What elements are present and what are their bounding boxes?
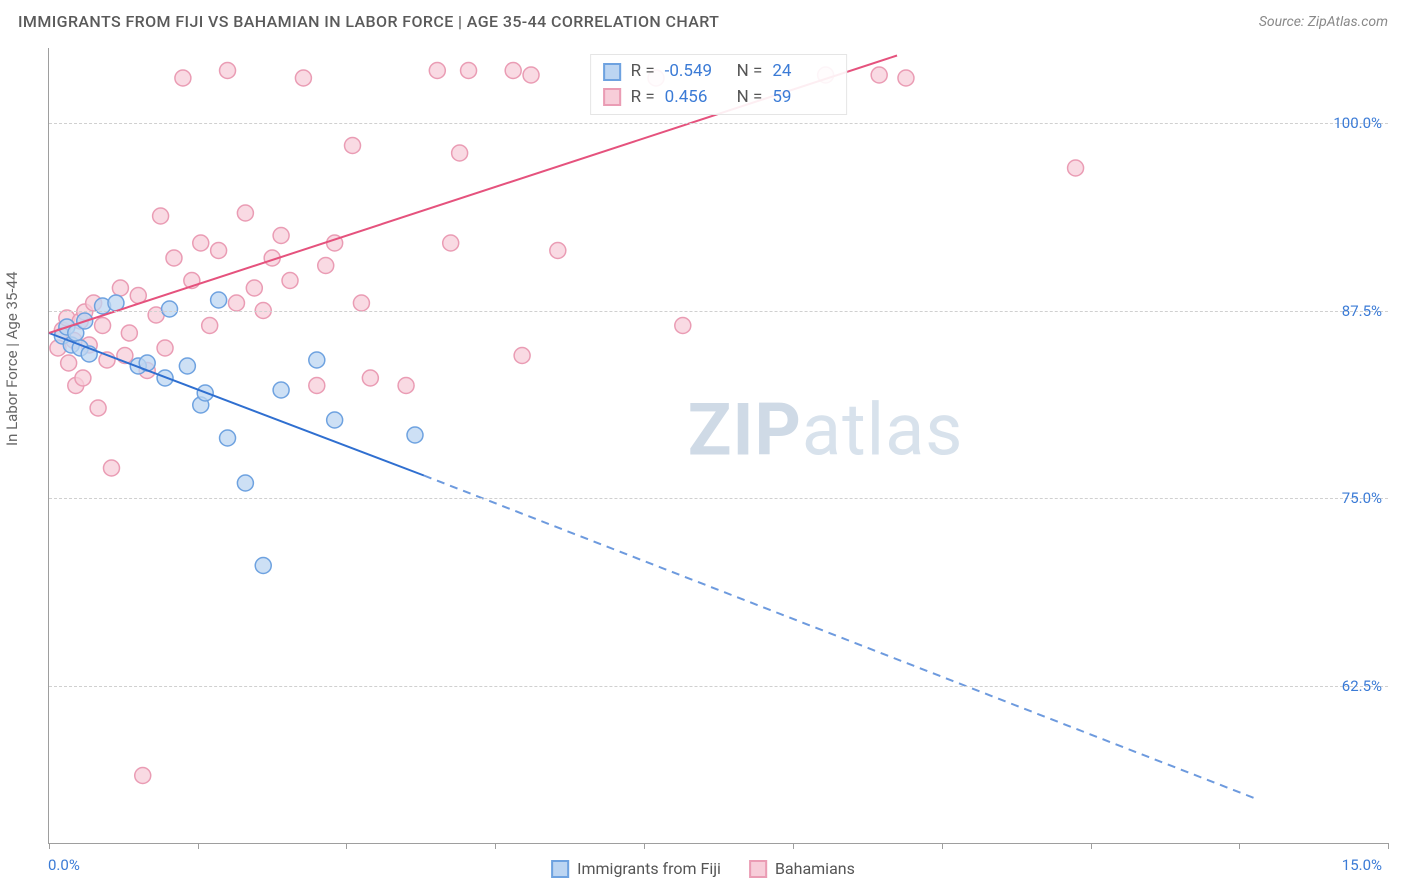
data-point bbox=[273, 228, 289, 244]
data-point bbox=[179, 358, 195, 374]
n-value-bahamians: 59 bbox=[772, 85, 834, 111]
swatch-fiji bbox=[603, 63, 621, 81]
stats-row-bahamians: R = 0.456 N = 59 bbox=[603, 85, 835, 111]
legend-item-bahamians: Bahamians bbox=[749, 859, 855, 878]
data-point bbox=[237, 475, 253, 491]
data-point bbox=[443, 235, 459, 251]
x-tick bbox=[1388, 843, 1389, 849]
data-point bbox=[429, 63, 445, 79]
data-point bbox=[1068, 160, 1084, 176]
x-tick bbox=[793, 843, 794, 849]
data-point bbox=[193, 235, 209, 251]
swatch-bahamians bbox=[603, 88, 621, 106]
x-axis-label-left: 0.0% bbox=[48, 856, 80, 874]
data-point bbox=[121, 325, 137, 341]
chart-header: IMMIGRANTS FROM FIJI VS BAHAMIAN IN LABO… bbox=[0, 0, 1406, 39]
legend-swatch-bahamians bbox=[749, 860, 767, 878]
n-value-fiji: 24 bbox=[772, 59, 834, 85]
r-value-fiji: -0.549 bbox=[665, 59, 727, 85]
chart-title: IMMIGRANTS FROM FIJI VS BAHAMIAN IN LABO… bbox=[18, 12, 719, 31]
data-point bbox=[452, 145, 468, 161]
data-point bbox=[175, 70, 191, 86]
r-value-bahamians: 0.456 bbox=[665, 85, 727, 111]
x-tick bbox=[346, 843, 347, 849]
data-point bbox=[162, 301, 178, 317]
data-point bbox=[505, 63, 521, 79]
y-tick-label: 75.0% bbox=[1342, 489, 1382, 507]
data-point bbox=[309, 352, 325, 368]
data-point bbox=[345, 138, 361, 154]
y-tick-label: 87.5% bbox=[1342, 302, 1382, 320]
plot-svg bbox=[49, 48, 1388, 843]
data-point bbox=[166, 250, 182, 266]
x-tick bbox=[1091, 843, 1092, 849]
legend-item-fiji: Immigrants from Fiji bbox=[551, 859, 721, 878]
gridline bbox=[49, 311, 1388, 312]
data-point bbox=[362, 370, 378, 386]
data-point bbox=[61, 355, 77, 371]
x-tick bbox=[644, 843, 645, 849]
data-point bbox=[550, 243, 566, 259]
stats-row-fiji: R = -0.549 N = 24 bbox=[603, 59, 835, 85]
data-point bbox=[220, 63, 236, 79]
data-point bbox=[153, 208, 169, 224]
data-point bbox=[514, 348, 530, 364]
data-point bbox=[95, 318, 111, 334]
y-tick-label: 62.5% bbox=[1342, 677, 1382, 695]
x-tick bbox=[1239, 843, 1240, 849]
x-axis-label-right: 15.0% bbox=[1342, 856, 1382, 874]
x-tick bbox=[495, 843, 496, 849]
gridline bbox=[49, 123, 1388, 124]
x-tick bbox=[942, 843, 943, 849]
data-point bbox=[75, 370, 91, 386]
data-point bbox=[309, 378, 325, 394]
data-point bbox=[103, 460, 119, 476]
gridline bbox=[49, 498, 1388, 499]
data-point bbox=[461, 63, 477, 79]
source-label: Source: ZipAtlas.com bbox=[1259, 14, 1388, 30]
legend-label-bahamians: Bahamians bbox=[775, 859, 855, 878]
data-point bbox=[353, 295, 369, 311]
legend: Immigrants from Fiji Bahamians bbox=[551, 859, 855, 878]
data-point bbox=[211, 292, 227, 308]
data-point bbox=[202, 318, 218, 334]
data-point bbox=[675, 318, 691, 334]
data-point bbox=[523, 67, 539, 83]
data-point bbox=[398, 378, 414, 394]
legend-label-fiji: Immigrants from Fiji bbox=[577, 859, 721, 878]
data-point bbox=[157, 340, 173, 356]
data-point bbox=[135, 768, 151, 784]
data-point bbox=[327, 412, 343, 428]
data-point bbox=[90, 400, 106, 416]
data-point bbox=[220, 430, 236, 446]
data-point bbox=[407, 427, 423, 443]
data-point bbox=[228, 295, 244, 311]
data-point bbox=[273, 382, 289, 398]
stats-box: R = -0.549 N = 24 R = 0.456 N = 59 bbox=[590, 54, 848, 115]
y-axis-title: In Labor Force | Age 35-44 bbox=[3, 272, 21, 446]
data-point bbox=[237, 205, 253, 221]
gridline bbox=[49, 686, 1388, 687]
data-point bbox=[295, 70, 311, 86]
data-point bbox=[246, 280, 262, 296]
x-tick bbox=[49, 843, 50, 849]
data-point bbox=[871, 67, 887, 83]
data-point bbox=[255, 558, 271, 574]
data-point bbox=[898, 70, 914, 86]
x-tick bbox=[198, 843, 199, 849]
plot-area: ZIPatlas R = -0.549 N = 24 R = 0.456 N =… bbox=[48, 48, 1388, 844]
data-point bbox=[318, 258, 334, 274]
regression-line-dashed bbox=[424, 476, 1254, 799]
data-point bbox=[282, 273, 298, 289]
data-point bbox=[211, 243, 227, 259]
y-tick-label: 100.0% bbox=[1333, 114, 1382, 132]
legend-swatch-fiji bbox=[551, 860, 569, 878]
data-point bbox=[112, 280, 128, 296]
